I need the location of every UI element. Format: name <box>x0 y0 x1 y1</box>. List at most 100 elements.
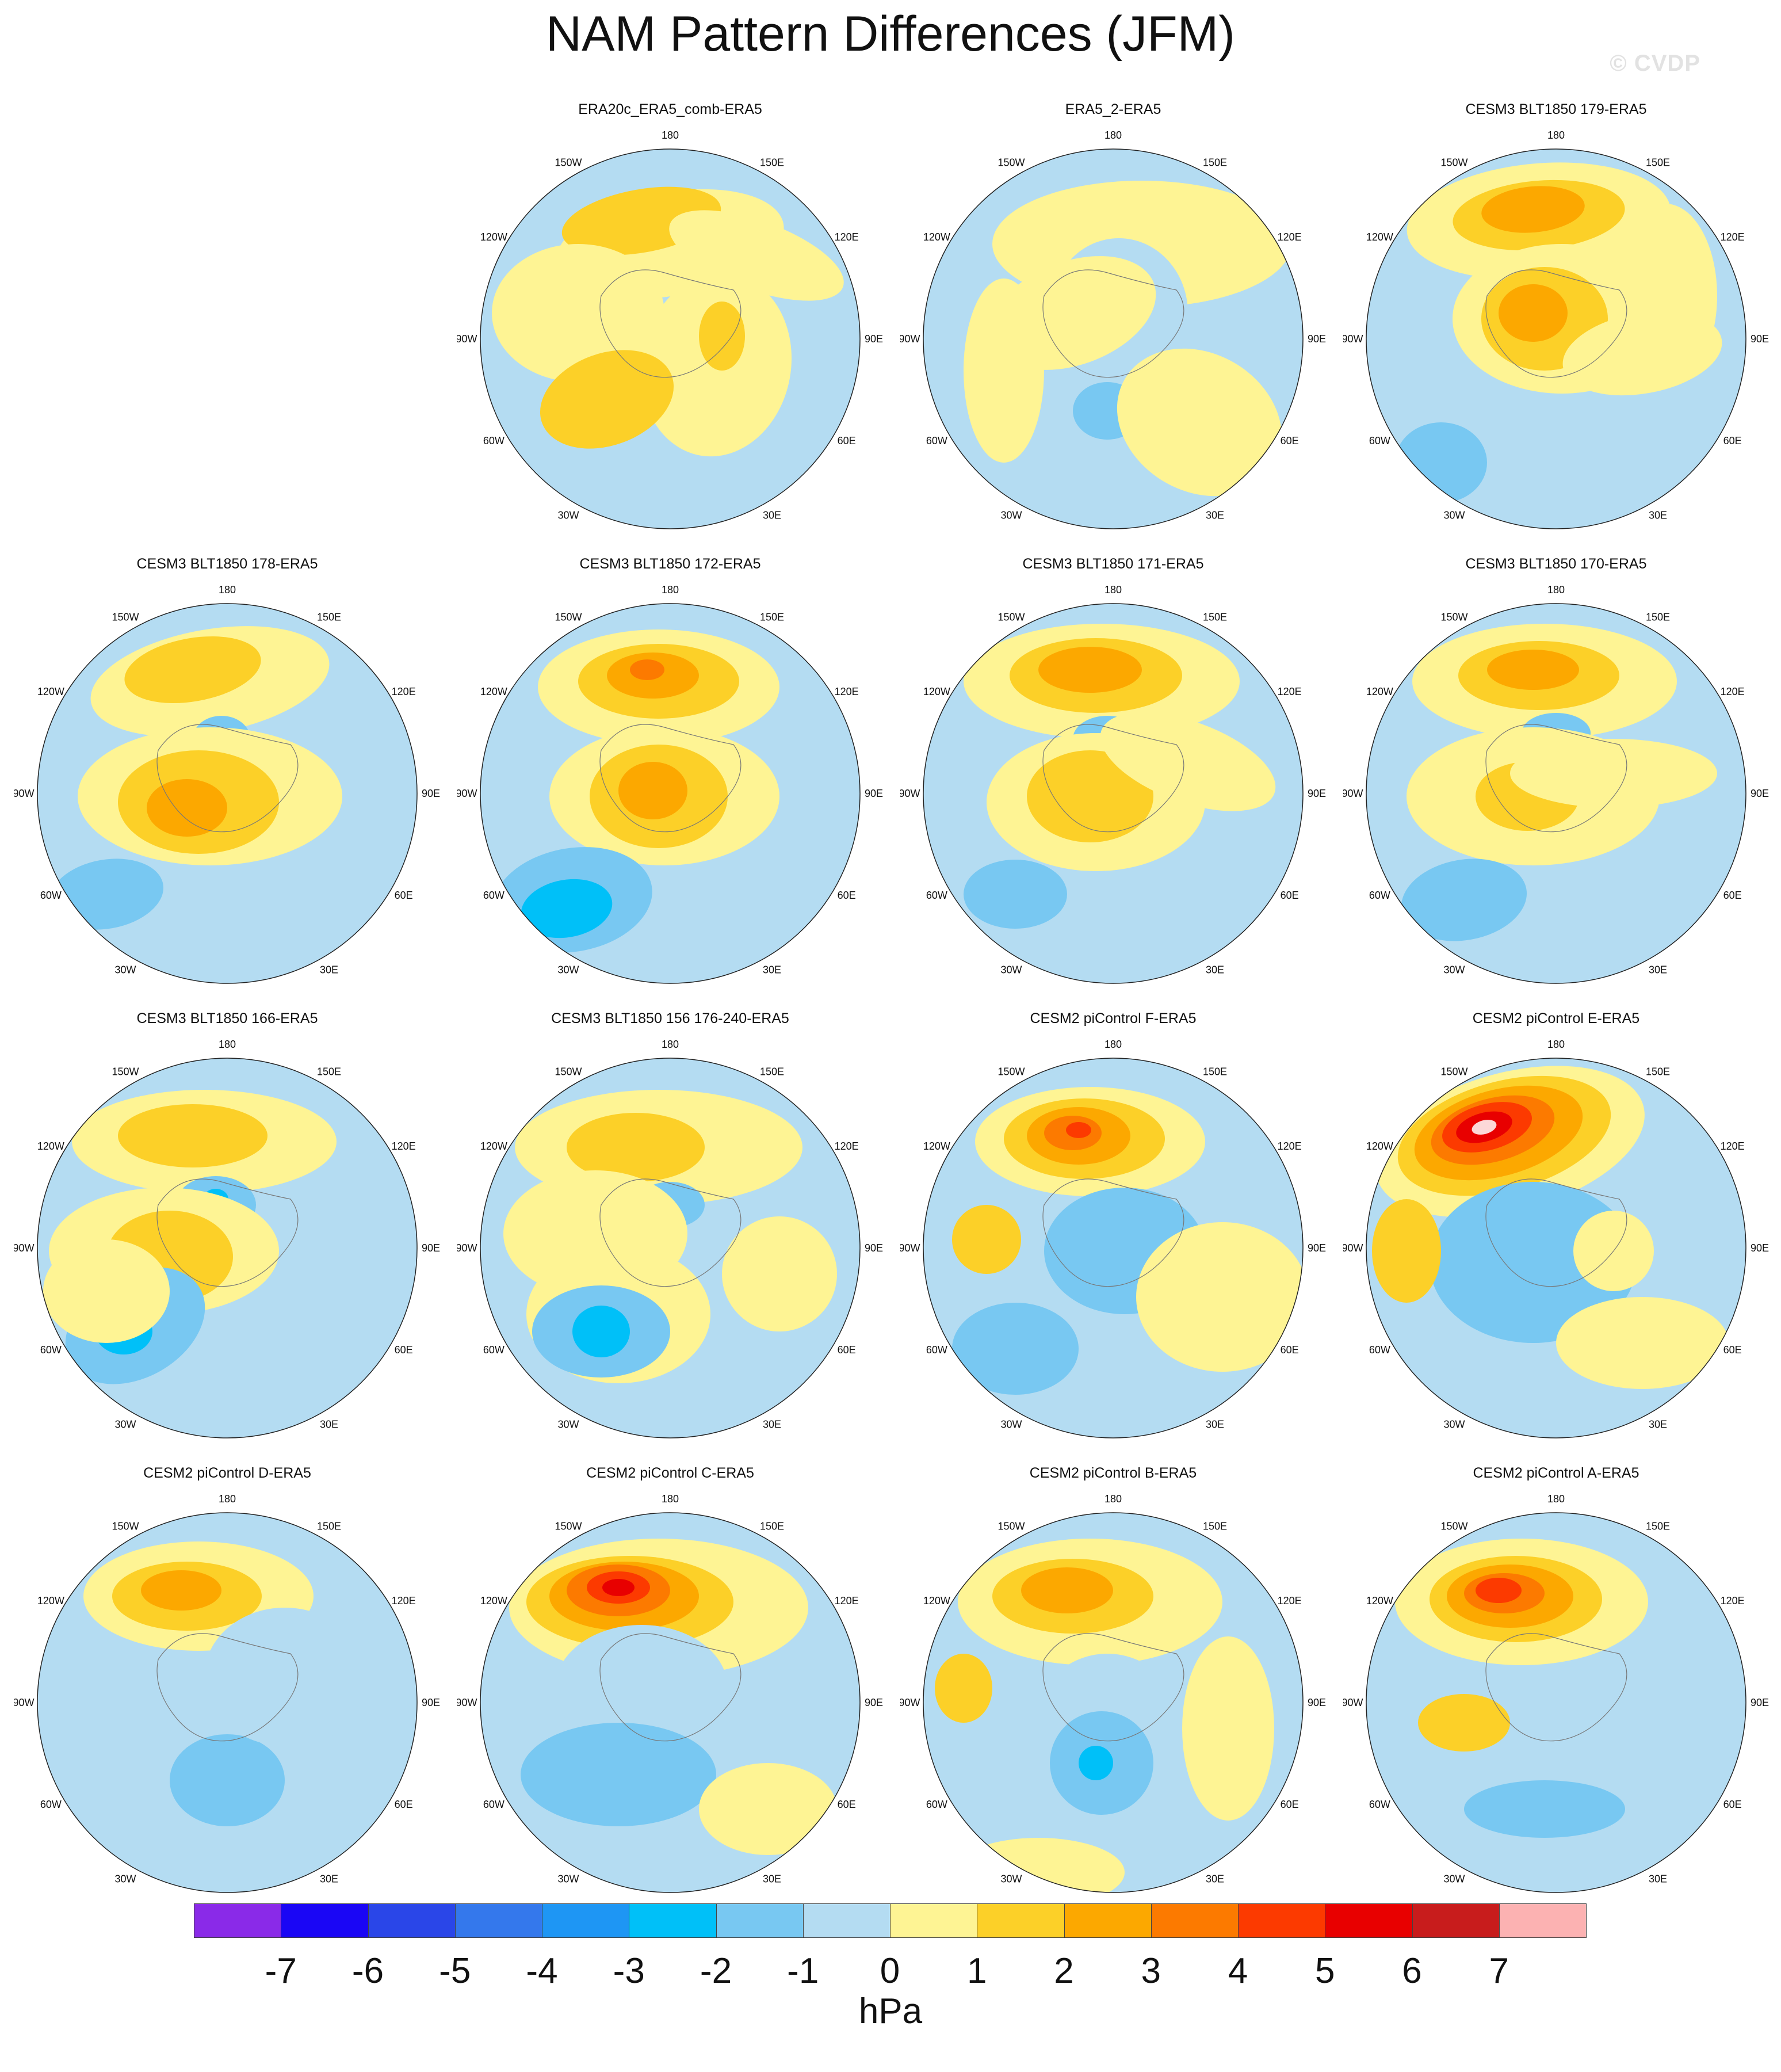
longitude-label: 60E <box>1281 1799 1299 1810</box>
colorbar-swatch <box>1325 1903 1413 1938</box>
longitude-label: 60E <box>395 1344 413 1356</box>
longitude-label: 0 <box>224 1446 230 1447</box>
anomaly-contour <box>1481 186 1585 233</box>
longitude-label: 60E <box>838 1799 856 1810</box>
coastline <box>1485 1633 1627 1742</box>
longitude-label: 90W <box>900 1242 920 1254</box>
colorbar-swatch <box>1151 1903 1239 1938</box>
longitude-label: 120E <box>835 686 859 697</box>
longitude-label: 0 <box>1110 1446 1116 1447</box>
coastline <box>599 1178 742 1287</box>
panel-title: CESM3 BLT1850 170-ERA5 <box>1465 556 1647 572</box>
anomaly-contour <box>964 860 1067 929</box>
longitude-label: 90E <box>865 1242 883 1254</box>
longitude-label: 30W <box>114 1873 136 1885</box>
anomaly-contour <box>699 1763 837 1855</box>
longitude-label: 180 <box>1104 1493 1122 1505</box>
longitude-label: 120W <box>480 1595 507 1607</box>
longitude-label: 60W <box>1369 1344 1390 1356</box>
longitude-label: 120W <box>923 1595 950 1607</box>
longitude-label: 150E <box>1646 1520 1670 1532</box>
anomaly-contour <box>1395 422 1487 503</box>
longitude-label: 60W <box>926 1344 947 1356</box>
longitude-label: 30E <box>763 964 781 976</box>
longitude-label: 60E <box>395 890 413 901</box>
longitude-label: 60W <box>1369 890 1390 901</box>
longitude-label: 60W <box>926 1799 947 1810</box>
longitude-label: 90E <box>422 1242 440 1254</box>
longitude-label: 90W <box>1343 788 1363 799</box>
polar-stereographic-map: 180150E120E90E60E30E030W60W90W120W150W <box>1343 1493 1769 1901</box>
anomaly-contour <box>1136 1222 1303 1372</box>
longitude-label: 60W <box>1369 1799 1390 1810</box>
longitude-label: 90W <box>14 788 35 799</box>
longitude-label: 150W <box>997 1066 1025 1077</box>
longitude-label: 180 <box>1104 129 1122 141</box>
longitude-label: 180 <box>1104 1039 1122 1050</box>
coastline <box>1042 724 1184 833</box>
longitude-label: 180 <box>1547 1039 1565 1050</box>
colorbar-tick-label: 1 <box>967 1951 987 1991</box>
longitude-label: 90E <box>865 788 883 799</box>
longitude-label: 120E <box>1721 231 1745 243</box>
longitude-label: 90W <box>1343 1697 1363 1708</box>
longitude-label: 30E <box>763 1873 781 1885</box>
anomaly-contour <box>147 779 227 837</box>
longitude-label: 0 <box>667 991 673 992</box>
colorbar-swatch <box>194 1903 282 1938</box>
longitude-label: 30E <box>1649 1419 1667 1430</box>
colorbar-tick-label: 0 <box>880 1951 900 1991</box>
longitude-label: 180 <box>662 584 679 596</box>
longitude-label: 120E <box>1278 1140 1302 1152</box>
anomaly-contour <box>118 1104 267 1167</box>
map-boundary <box>923 603 1304 984</box>
longitude-label: 150W <box>1440 1066 1467 1077</box>
longitude-label: 120W <box>1366 1140 1393 1152</box>
map-panel: CESM3 BLT1850 178-ERA5 180 150E 120E 90E 60E 3… <box>14 556 440 993</box>
longitude-label: 90W <box>900 788 920 799</box>
colorbar-swatch <box>1499 1903 1587 1938</box>
polar-stereographic-map: 180150E120E90E60E30E030W60W90W120W150W <box>457 584 883 992</box>
longitude-label: 150E <box>1203 611 1227 623</box>
longitude-label: 150E <box>760 1520 784 1532</box>
longitude-label: 0 <box>667 1446 673 1447</box>
colorbar-swatch <box>629 1903 717 1938</box>
longitude-label: 60W <box>40 1799 62 1810</box>
coastline <box>1485 724 1627 833</box>
map-boundary <box>480 1512 861 1893</box>
longitude-label: 150E <box>317 1520 341 1532</box>
colorbar-tick-label: -1 <box>787 1951 819 1991</box>
colorbar-tick-label: 4 <box>1228 1951 1248 1991</box>
map-boundary <box>480 1058 861 1438</box>
longitude-label: 180 <box>1547 584 1565 596</box>
longitude-label: 0 <box>1553 991 1559 992</box>
longitude-label: 150E <box>317 611 341 623</box>
longitude-label: 90W <box>457 333 477 345</box>
longitude-label: 120E <box>835 1595 859 1607</box>
longitude-label: 150W <box>1440 611 1467 623</box>
longitude-label: 0 <box>1110 991 1116 992</box>
colorbar-swatch <box>1412 1903 1500 1938</box>
colorbar-unit-label: hPa <box>858 1991 923 2031</box>
longitude-label: 60E <box>1281 890 1299 901</box>
longitude-label: 150W <box>112 1066 139 1077</box>
colorbar-tick-label: -5 <box>439 1951 471 1991</box>
polar-stereographic-map: 180150E120E90E60E30E030W60W90W120W150W <box>457 129 883 537</box>
longitude-label: 30W <box>1443 964 1465 976</box>
coastline <box>1485 1178 1627 1287</box>
colorbar-swatch <box>716 1903 804 1938</box>
longitude-label: 90W <box>14 1697 35 1708</box>
longitude-label: 120E <box>392 1595 416 1607</box>
panel-title: CESM3 BLT1850 172-ERA5 <box>579 556 761 572</box>
longitude-label: 30E <box>320 1419 338 1430</box>
longitude-label: 90E <box>1308 788 1326 799</box>
longitude-label: 120W <box>1366 686 1393 697</box>
anomaly-contour <box>1182 1636 1274 1821</box>
colorbar-tick-label: -4 <box>526 1951 558 1991</box>
panel-title: CESM2 piControl E-ERA5 <box>1472 1010 1640 1027</box>
longitude-label: 120W <box>37 1595 64 1607</box>
map-boundary <box>1366 603 1746 984</box>
longitude-label: 60W <box>483 1344 505 1356</box>
anomaly-contour <box>1401 858 1527 941</box>
map-panel: CESM2 piControl F-ERA5 180 150E 120E 90E 60E 3… <box>900 1010 1326 1448</box>
